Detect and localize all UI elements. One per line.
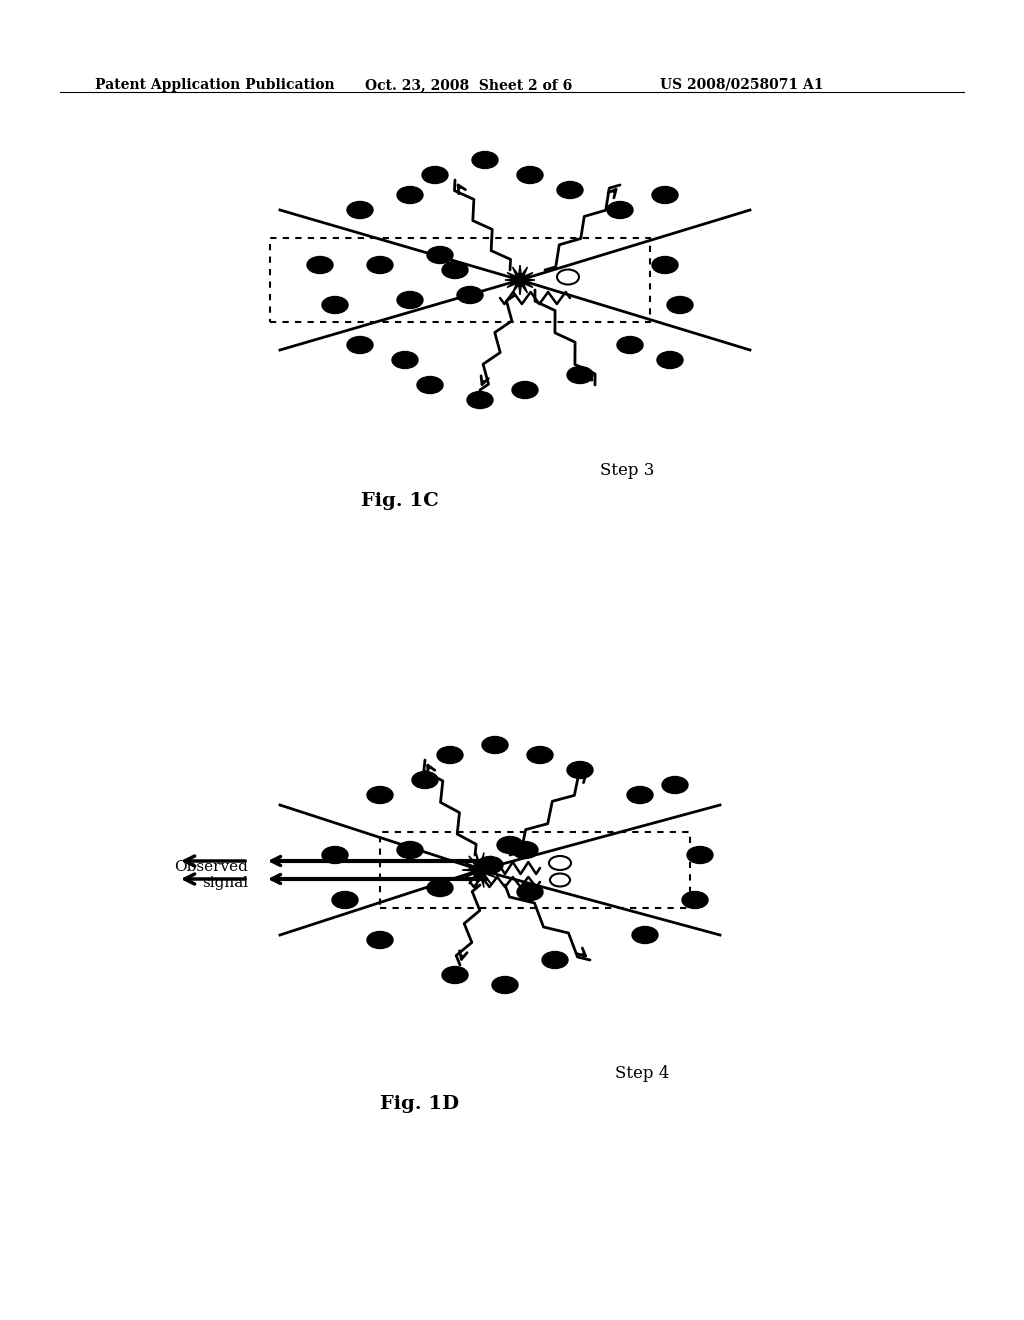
Ellipse shape [397, 292, 423, 309]
Ellipse shape [512, 381, 538, 399]
Ellipse shape [322, 846, 348, 863]
Ellipse shape [627, 787, 653, 804]
Ellipse shape [367, 932, 393, 949]
Ellipse shape [682, 891, 708, 908]
Polygon shape [505, 265, 535, 294]
Ellipse shape [367, 787, 393, 804]
Ellipse shape [422, 166, 449, 183]
Ellipse shape [497, 837, 523, 854]
Ellipse shape [567, 367, 593, 384]
Ellipse shape [667, 297, 693, 314]
Ellipse shape [527, 747, 553, 763]
Ellipse shape [427, 879, 453, 896]
Text: Oct. 23, 2008  Sheet 2 of 6: Oct. 23, 2008 Sheet 2 of 6 [365, 78, 572, 92]
Ellipse shape [492, 977, 518, 994]
Text: Fig. 1C: Fig. 1C [361, 492, 439, 510]
Text: Patent Application Publication: Patent Application Publication [95, 78, 335, 92]
Text: US 2008/0258071 A1: US 2008/0258071 A1 [660, 78, 823, 92]
Ellipse shape [307, 256, 333, 273]
Ellipse shape [347, 337, 373, 354]
Ellipse shape [332, 891, 358, 908]
Text: Observed
signal: Observed signal [174, 859, 248, 890]
Ellipse shape [457, 286, 483, 304]
Ellipse shape [482, 737, 508, 754]
Ellipse shape [607, 202, 633, 219]
Ellipse shape [567, 762, 593, 779]
Text: Step 3: Step 3 [600, 462, 654, 479]
Ellipse shape [632, 927, 658, 944]
Ellipse shape [687, 846, 713, 863]
Ellipse shape [542, 952, 568, 969]
Ellipse shape [397, 186, 423, 203]
Text: Fig. 1D: Fig. 1D [381, 1096, 460, 1113]
Ellipse shape [662, 776, 688, 793]
Polygon shape [462, 853, 498, 887]
Ellipse shape [442, 966, 468, 983]
Ellipse shape [512, 842, 538, 858]
Bar [380, 832, 690, 908]
Ellipse shape [417, 376, 443, 393]
Ellipse shape [367, 256, 393, 273]
Ellipse shape [427, 247, 453, 264]
Bar [270, 238, 650, 322]
Ellipse shape [652, 186, 678, 203]
Ellipse shape [657, 351, 683, 368]
Ellipse shape [437, 747, 463, 763]
Ellipse shape [412, 771, 438, 788]
Ellipse shape [347, 202, 373, 219]
Ellipse shape [397, 842, 423, 858]
Ellipse shape [392, 351, 418, 368]
Ellipse shape [467, 392, 493, 408]
Ellipse shape [322, 297, 348, 314]
Ellipse shape [517, 883, 543, 900]
Ellipse shape [557, 181, 583, 198]
Ellipse shape [517, 166, 543, 183]
Text: Step 4: Step 4 [615, 1065, 670, 1082]
Ellipse shape [617, 337, 643, 354]
Ellipse shape [477, 857, 503, 874]
Ellipse shape [442, 261, 468, 279]
Ellipse shape [652, 256, 678, 273]
Ellipse shape [472, 152, 498, 169]
